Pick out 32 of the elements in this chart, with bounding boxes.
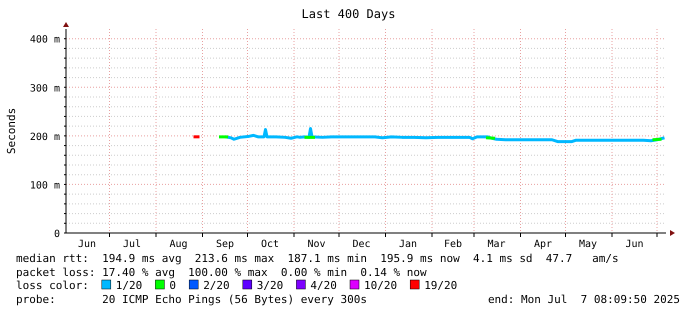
x-tick-label: Dec <box>352 239 371 250</box>
legend-label: 0 <box>169 279 176 292</box>
legend-label: 2/20 <box>203 279 230 292</box>
y-tick-label: 200 m <box>30 132 60 143</box>
x-tick-label: Jun <box>625 239 644 250</box>
x-tick-label: Aug <box>169 239 188 250</box>
y-tick-label: 0 <box>54 229 60 240</box>
y-tick-label: 400 m <box>30 34 60 46</box>
legend-label: 3/20 <box>256 279 284 292</box>
text: median rtt: 194.9 ms avg 213.6 ms max 187.1 ms min 195.9 ms now 4.1 ms sd 47.7 am/s <box>16 252 619 265</box>
x-tick-label: May <box>578 239 598 250</box>
text: packet loss: 17.40 % avg 100.00 % max 0.00 % min 0.14 % now <box>16 266 427 279</box>
x-tick-label: Oct <box>260 239 280 250</box>
x-tick-label: Mar <box>487 239 506 250</box>
x-tick-label: Jan <box>398 239 418 250</box>
chart-title: Last 400 Days <box>302 7 396 21</box>
legend-label: 10/20 <box>364 279 398 292</box>
legend-label: 19/20 <box>424 279 458 292</box>
y-tick-label: 300 m <box>30 83 60 94</box>
text: probe: 20 ICMP Echo Pings (56 Bytes) every 300s <box>16 293 367 306</box>
x-tick-label: Apr <box>534 239 552 250</box>
x-tick-label: Sep <box>216 239 234 250</box>
x-tick-label: Nov <box>307 239 326 250</box>
x-tick-label: Feb <box>444 239 462 250</box>
text: end: Mon Jul 7 08:09:50 2025 <box>488 293 680 306</box>
y-axis-title: Seconds <box>5 108 18 154</box>
x-tick-label: Jul <box>122 239 142 250</box>
y-tick-label: 100 m <box>30 180 60 192</box>
legend-label: 1/20 <box>116 279 142 292</box>
legend-label: 4/20 <box>310 279 337 292</box>
legend-title: loss color: <box>16 279 89 292</box>
x-tick-label: Jun <box>78 239 96 250</box>
